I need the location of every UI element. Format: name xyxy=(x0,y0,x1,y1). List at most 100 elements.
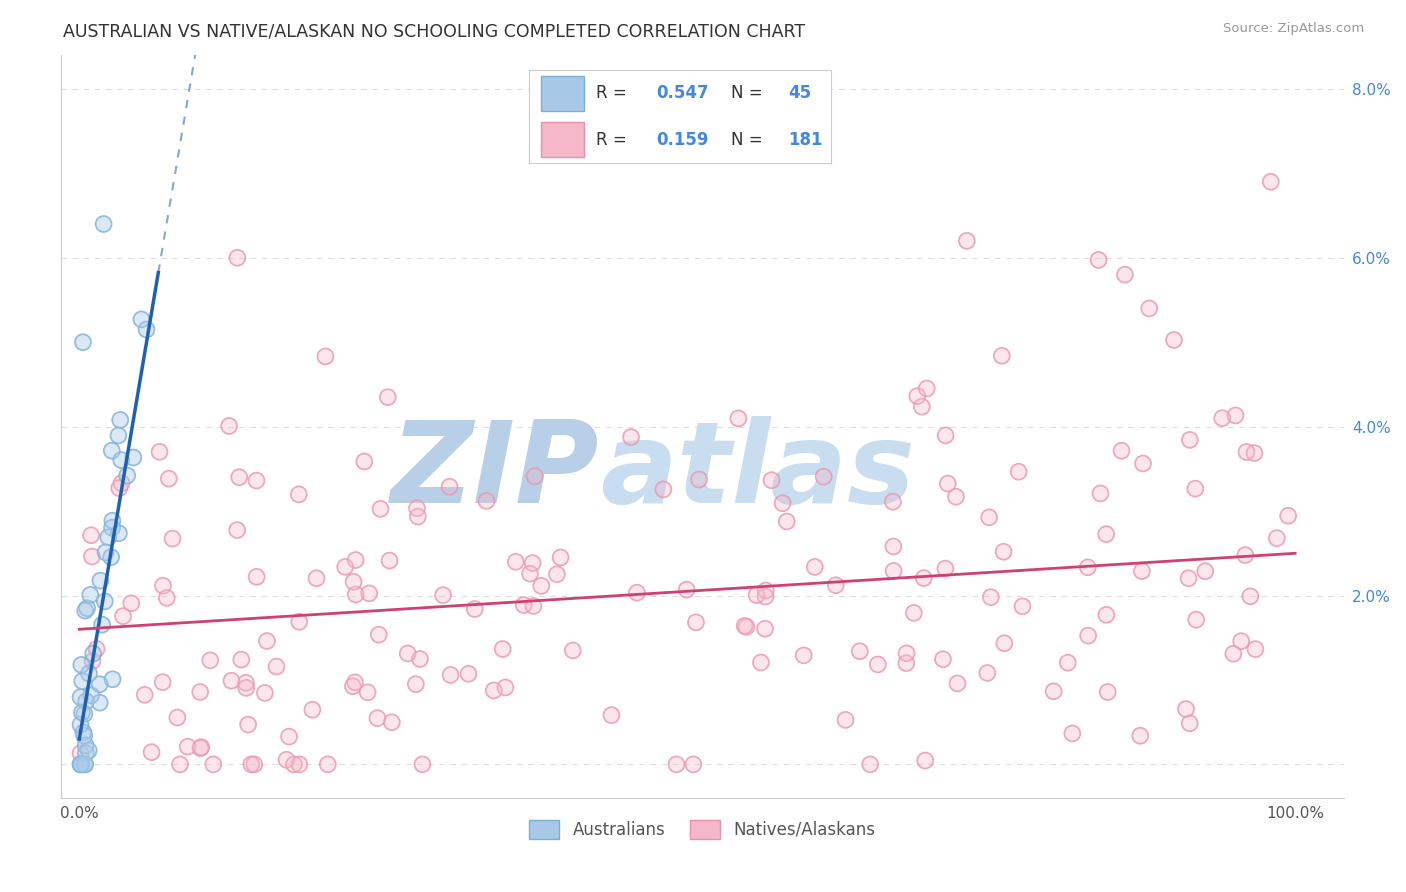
Point xyxy=(288,487,311,501)
Point xyxy=(93,217,115,231)
Point xyxy=(519,566,541,581)
Point xyxy=(97,530,120,544)
Point xyxy=(1137,301,1160,316)
Point xyxy=(727,411,749,425)
Point xyxy=(314,350,336,364)
Point xyxy=(980,590,1002,604)
Point xyxy=(903,606,925,620)
Point xyxy=(70,657,93,672)
Point xyxy=(734,619,756,633)
Point xyxy=(409,652,432,666)
Point xyxy=(148,445,170,459)
Point xyxy=(754,622,776,636)
Point xyxy=(367,627,389,641)
Point xyxy=(101,673,124,687)
Point xyxy=(82,654,104,668)
Point xyxy=(475,494,498,508)
Point xyxy=(156,591,179,605)
Point xyxy=(288,615,311,629)
Point xyxy=(1178,716,1201,731)
Point xyxy=(1095,607,1118,622)
Point xyxy=(1097,685,1119,699)
Point xyxy=(240,757,263,772)
Point xyxy=(69,690,91,705)
Point xyxy=(75,757,97,772)
Point xyxy=(1184,482,1206,496)
Point xyxy=(1008,465,1031,479)
Point xyxy=(432,588,454,602)
Point xyxy=(378,553,401,567)
Point xyxy=(69,717,91,731)
Point xyxy=(1239,590,1261,604)
Point xyxy=(314,350,336,364)
Point xyxy=(253,686,276,700)
Point xyxy=(75,757,97,772)
Point xyxy=(94,594,117,608)
Point xyxy=(1062,726,1084,740)
Point xyxy=(946,676,969,690)
Point xyxy=(976,665,998,680)
Point xyxy=(344,553,367,567)
Point xyxy=(457,666,479,681)
Point xyxy=(754,590,776,604)
Point xyxy=(1132,457,1154,471)
Point xyxy=(89,574,111,588)
Point xyxy=(101,514,124,528)
Point xyxy=(793,648,815,663)
Point xyxy=(866,657,889,672)
Point xyxy=(932,652,955,666)
Point xyxy=(359,586,381,600)
Point xyxy=(804,560,827,574)
Point xyxy=(166,710,188,724)
Point xyxy=(89,574,111,588)
Point xyxy=(1236,445,1258,459)
Point xyxy=(546,567,568,582)
Point xyxy=(366,711,388,725)
Point xyxy=(80,528,103,542)
Point xyxy=(108,413,131,427)
Point xyxy=(75,604,97,618)
Point xyxy=(754,622,776,636)
Point xyxy=(494,681,516,695)
Point xyxy=(976,665,998,680)
Point xyxy=(439,480,461,494)
Point xyxy=(108,413,131,427)
Point xyxy=(1163,333,1185,347)
Point xyxy=(301,703,323,717)
Point xyxy=(100,550,122,565)
Point xyxy=(80,528,103,542)
Point xyxy=(772,496,794,510)
Point xyxy=(1011,599,1033,614)
Point xyxy=(378,553,401,567)
Point xyxy=(231,652,253,666)
Point xyxy=(73,729,96,743)
Point xyxy=(912,571,935,585)
Point xyxy=(1111,443,1133,458)
Point xyxy=(530,579,553,593)
Point xyxy=(122,450,145,465)
Point xyxy=(936,476,959,491)
Point xyxy=(353,454,375,468)
Point xyxy=(356,685,378,699)
Point xyxy=(1234,548,1257,562)
Point xyxy=(235,676,257,690)
Point xyxy=(200,653,222,667)
Point xyxy=(905,389,928,403)
Point xyxy=(505,555,527,569)
Point xyxy=(256,634,278,648)
Point xyxy=(522,556,544,570)
Point xyxy=(80,688,103,702)
Point xyxy=(793,648,815,663)
Point xyxy=(202,757,225,772)
Point xyxy=(353,454,375,468)
Point xyxy=(344,553,367,567)
Point xyxy=(685,615,707,630)
Point xyxy=(439,480,461,494)
Point xyxy=(73,729,96,743)
Point xyxy=(70,757,93,772)
Point xyxy=(76,601,98,615)
Text: Source: ZipAtlas.com: Source: ZipAtlas.com xyxy=(1223,22,1364,36)
Point xyxy=(530,579,553,593)
Point xyxy=(245,474,267,488)
Point xyxy=(288,615,311,629)
